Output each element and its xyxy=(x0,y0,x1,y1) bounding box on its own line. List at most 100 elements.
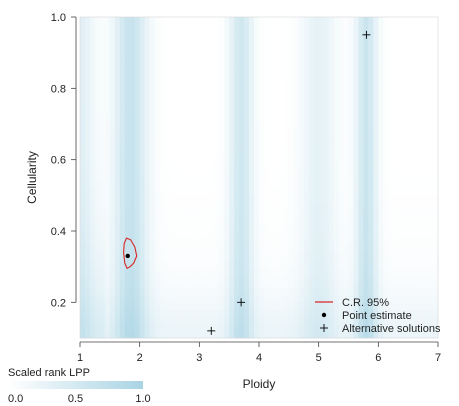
heatmap-cell xyxy=(323,166,330,175)
heatmap-cell xyxy=(363,238,369,246)
heatmap-cell xyxy=(273,280,280,289)
heatmap-cell xyxy=(109,302,116,310)
heatmap-cell xyxy=(109,216,116,225)
heatmap-cell xyxy=(278,166,285,175)
heatmap-cell xyxy=(268,280,275,289)
heatmap-cell xyxy=(268,323,275,332)
heatmap-cell xyxy=(398,259,404,268)
heatmap-cell xyxy=(338,188,344,196)
heatmap-cell xyxy=(338,17,344,25)
heatmap-cell xyxy=(209,45,215,54)
heatmap-cell xyxy=(254,124,260,132)
heatmap-cell xyxy=(109,88,116,96)
heatmap-cell xyxy=(229,280,235,289)
heatmap-cell xyxy=(234,309,240,317)
heatmap-cell xyxy=(244,330,250,339)
heatmap-cell xyxy=(89,195,96,203)
heatmap-cell xyxy=(244,131,250,139)
heatmap-cell xyxy=(263,273,270,282)
heatmap-cell xyxy=(89,45,96,54)
heatmap-cell xyxy=(393,323,399,332)
heatmap-cell xyxy=(333,59,339,68)
heatmap-cell xyxy=(144,231,151,239)
heatmap-cell xyxy=(433,152,439,161)
heatmap-cell xyxy=(388,88,394,96)
heatmap-cell xyxy=(249,159,255,168)
heatmap-cell xyxy=(204,95,210,103)
heatmap-cell xyxy=(393,245,399,253)
heatmap-cell xyxy=(263,173,270,182)
heatmap-cell xyxy=(249,273,255,282)
heatmap-cell xyxy=(184,59,190,68)
heatmap-cell xyxy=(298,145,305,153)
heatmap-cell xyxy=(249,181,255,189)
heatmap-cell xyxy=(423,266,429,275)
heatmap-cell xyxy=(99,330,106,339)
heatmap-cell xyxy=(373,24,379,32)
heatmap-cell xyxy=(368,102,374,111)
heatmap-cell xyxy=(144,17,151,25)
heatmap-cell xyxy=(174,166,180,175)
heatmap-cell xyxy=(204,323,210,332)
heatmap-cell xyxy=(219,238,225,246)
heatmap-cell xyxy=(293,316,300,325)
heatmap-cell xyxy=(139,273,146,282)
heatmap-cell xyxy=(184,295,190,303)
heatmap-cell xyxy=(144,59,151,68)
heatmap-cell xyxy=(353,302,359,310)
heatmap-cell xyxy=(134,31,141,39)
heatmap-cell xyxy=(273,45,280,54)
heatmap-cell xyxy=(283,273,290,282)
heatmap-cell xyxy=(189,66,195,75)
heatmap-cell xyxy=(254,116,260,125)
heatmap-cell xyxy=(318,195,325,203)
heatmap-cell xyxy=(373,173,379,182)
heatmap-cell xyxy=(159,95,165,103)
heatmap-cell xyxy=(254,238,260,246)
heatmap-cell xyxy=(179,323,185,332)
heatmap-cell xyxy=(388,316,394,325)
heatmap-cell xyxy=(164,131,170,139)
heatmap-cell xyxy=(293,131,300,139)
heatmap-cell xyxy=(338,59,344,68)
heatmap-cell xyxy=(104,102,111,111)
heatmap-cell xyxy=(433,109,439,118)
heatmap-cell xyxy=(219,273,225,282)
heatmap-cell xyxy=(104,323,111,332)
heatmap-cell xyxy=(363,159,369,168)
heatmap-cell xyxy=(263,316,270,325)
heatmap-cell xyxy=(433,116,439,125)
heatmap-cell xyxy=(423,280,429,289)
heatmap-cell xyxy=(114,231,121,239)
heatmap-cell xyxy=(80,95,86,103)
heatmap-cell xyxy=(273,74,280,82)
heatmap-cell xyxy=(89,202,96,210)
heatmap-cell xyxy=(288,116,295,125)
heatmap-cell xyxy=(333,131,339,139)
heatmap-cell xyxy=(109,231,116,239)
heatmap-cell xyxy=(358,45,364,54)
heatmap-cell xyxy=(159,195,165,203)
heatmap-cell xyxy=(318,38,325,46)
heatmap-cell xyxy=(124,216,131,225)
heatmap-cell xyxy=(308,116,315,125)
heatmap-cell xyxy=(403,102,409,111)
heatmap-cell xyxy=(224,302,230,310)
heatmap-cell xyxy=(418,74,424,82)
heatmap-cell xyxy=(343,252,349,260)
heatmap-cell xyxy=(408,145,414,153)
heatmap-cell xyxy=(194,17,200,25)
heatmap-cell xyxy=(268,188,275,196)
heatmap-cell xyxy=(199,166,205,175)
heatmap-cell xyxy=(343,59,349,68)
heatmap-cell xyxy=(254,59,260,68)
heatmap-cell xyxy=(378,17,384,25)
heatmap-cell xyxy=(239,173,245,182)
heatmap-cell xyxy=(174,266,180,275)
heatmap-cell xyxy=(278,17,285,25)
heatmap-cell xyxy=(99,209,106,218)
heatmap-cell xyxy=(199,159,205,168)
heatmap-cell xyxy=(373,116,379,125)
heatmap-cell xyxy=(278,88,285,96)
heatmap-cell xyxy=(129,66,136,75)
